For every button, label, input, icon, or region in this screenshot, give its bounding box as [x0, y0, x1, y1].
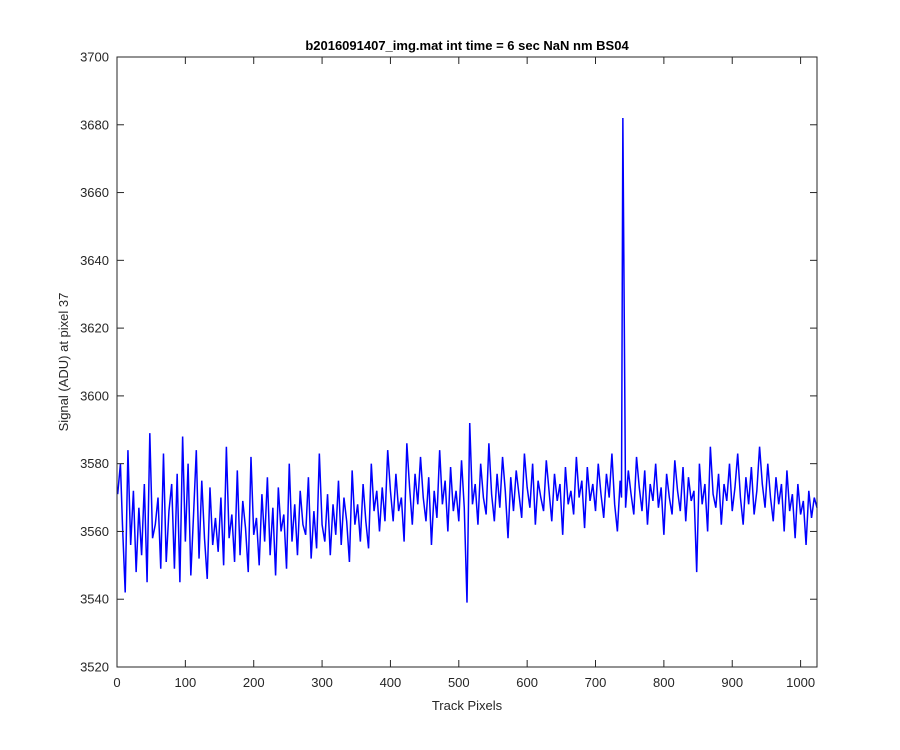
y-tick-label: 3620 [80, 321, 109, 336]
x-tick-label: 400 [380, 675, 402, 690]
x-tick-label: 300 [311, 675, 333, 690]
x-tick-label: 600 [516, 675, 538, 690]
axis-ticks-group: 0 100 200 300 400 500 600 700 800 900 1000 3520 3540… [80, 50, 817, 690]
x-tick-label: 700 [585, 675, 607, 690]
chart-title-group: b2016091407_img.mat int time = 6 sec NaN… [305, 38, 629, 53]
y-tick-label: 3640 [80, 253, 109, 268]
x-tick-label: 800 [653, 675, 675, 690]
y-tick-label: 3560 [80, 524, 109, 539]
x-tick-label: 900 [721, 675, 743, 690]
y-axis-label: Signal (ADU) at pixel 37 [56, 293, 71, 432]
chart-title: b2016091407_img.mat int time = 6 sec NaN… [305, 38, 629, 53]
data-series-group [116, 117, 818, 603]
axes-box [116, 56, 818, 668]
x-axis-label: Track Pixels [432, 698, 503, 713]
y-tick-label: 3580 [80, 456, 109, 471]
y-tick-label: 3660 [80, 185, 109, 200]
x-tick-label: 500 [448, 675, 470, 690]
x-tick-label: 0 [113, 675, 120, 690]
x-tick-label: 100 [175, 675, 197, 690]
y-tick-label: 3540 [80, 592, 109, 607]
series-line-0 [116, 117, 818, 603]
x-tick-label: 1000 [786, 675, 815, 690]
y-tick-label: 3700 [80, 50, 109, 65]
y-tick-label: 3680 [80, 117, 109, 132]
y-tick-label: 3600 [80, 388, 109, 403]
y-tick-label: 3520 [80, 660, 109, 675]
x-tick-label: 200 [243, 675, 265, 690]
